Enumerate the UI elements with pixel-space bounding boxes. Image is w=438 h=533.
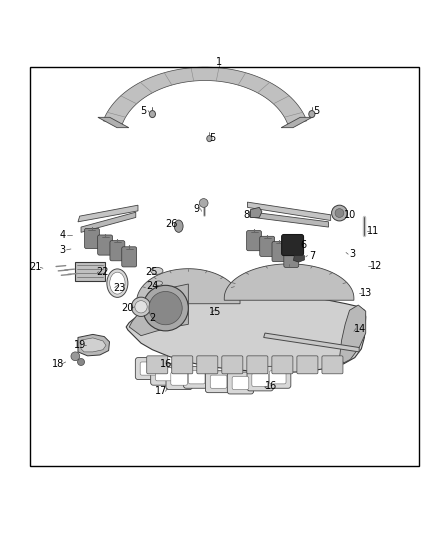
Circle shape xyxy=(143,285,188,331)
FancyBboxPatch shape xyxy=(205,371,232,393)
FancyBboxPatch shape xyxy=(135,358,162,379)
Text: 22: 22 xyxy=(97,266,109,277)
FancyBboxPatch shape xyxy=(140,362,157,375)
Text: 26: 26 xyxy=(166,219,178,229)
Text: 6: 6 xyxy=(300,240,306,251)
FancyBboxPatch shape xyxy=(222,356,243,374)
Circle shape xyxy=(199,199,208,207)
FancyBboxPatch shape xyxy=(197,356,218,374)
Text: 3: 3 xyxy=(59,245,65,255)
Text: 20: 20 xyxy=(121,303,133,313)
Text: 17: 17 xyxy=(155,386,167,397)
FancyBboxPatch shape xyxy=(210,375,227,388)
Ellipse shape xyxy=(151,268,163,274)
FancyBboxPatch shape xyxy=(98,235,113,255)
Polygon shape xyxy=(264,333,359,352)
FancyBboxPatch shape xyxy=(284,247,299,268)
FancyBboxPatch shape xyxy=(232,376,249,390)
Text: 5: 5 xyxy=(313,106,319,116)
Ellipse shape xyxy=(110,272,125,294)
Text: 2: 2 xyxy=(149,313,155,323)
Polygon shape xyxy=(129,284,188,336)
Polygon shape xyxy=(293,255,304,262)
FancyBboxPatch shape xyxy=(252,374,268,386)
Ellipse shape xyxy=(107,269,128,297)
FancyBboxPatch shape xyxy=(151,364,177,385)
Polygon shape xyxy=(250,212,328,227)
Ellipse shape xyxy=(149,110,155,118)
FancyBboxPatch shape xyxy=(272,241,287,262)
Circle shape xyxy=(131,297,151,317)
Text: 9: 9 xyxy=(193,204,199,214)
Text: 5: 5 xyxy=(141,106,147,116)
Polygon shape xyxy=(98,117,129,128)
Text: 4: 4 xyxy=(59,230,65,240)
Ellipse shape xyxy=(309,110,315,118)
FancyBboxPatch shape xyxy=(260,236,275,256)
Circle shape xyxy=(335,209,344,217)
FancyBboxPatch shape xyxy=(172,356,193,374)
Circle shape xyxy=(149,292,182,325)
Polygon shape xyxy=(247,202,331,221)
Circle shape xyxy=(78,359,85,366)
FancyBboxPatch shape xyxy=(110,241,125,261)
Polygon shape xyxy=(78,205,138,222)
Polygon shape xyxy=(81,212,136,232)
FancyBboxPatch shape xyxy=(85,229,99,248)
FancyBboxPatch shape xyxy=(322,356,343,374)
Polygon shape xyxy=(281,117,312,128)
Polygon shape xyxy=(78,334,110,356)
FancyBboxPatch shape xyxy=(155,368,172,381)
FancyBboxPatch shape xyxy=(247,369,273,391)
Circle shape xyxy=(332,205,347,221)
Text: 11: 11 xyxy=(367,225,379,236)
FancyBboxPatch shape xyxy=(166,368,192,390)
Polygon shape xyxy=(137,269,240,304)
FancyBboxPatch shape xyxy=(247,356,268,374)
Polygon shape xyxy=(251,207,262,217)
Polygon shape xyxy=(75,262,105,280)
Text: 14: 14 xyxy=(354,324,366,334)
Polygon shape xyxy=(339,305,366,363)
Text: 1: 1 xyxy=(216,56,222,67)
Text: 7: 7 xyxy=(309,251,315,261)
Polygon shape xyxy=(81,338,106,352)
Text: 23: 23 xyxy=(113,282,125,293)
Text: 8: 8 xyxy=(243,210,249,220)
Ellipse shape xyxy=(155,281,162,285)
FancyBboxPatch shape xyxy=(227,372,254,394)
Circle shape xyxy=(71,352,80,361)
Text: 15: 15 xyxy=(209,308,222,318)
Text: 21: 21 xyxy=(30,262,42,272)
FancyBboxPatch shape xyxy=(297,356,318,374)
FancyBboxPatch shape xyxy=(122,247,137,267)
Text: 5: 5 xyxy=(209,133,215,143)
Text: 24: 24 xyxy=(146,281,159,291)
FancyBboxPatch shape xyxy=(247,231,261,251)
Text: 3: 3 xyxy=(350,249,356,259)
Ellipse shape xyxy=(174,220,183,232)
FancyBboxPatch shape xyxy=(269,371,286,384)
Polygon shape xyxy=(224,264,354,300)
Text: 16: 16 xyxy=(160,359,173,369)
FancyBboxPatch shape xyxy=(265,366,291,388)
FancyBboxPatch shape xyxy=(272,356,293,374)
FancyBboxPatch shape xyxy=(147,356,168,374)
Ellipse shape xyxy=(207,135,212,142)
Circle shape xyxy=(135,301,147,313)
Text: 10: 10 xyxy=(344,210,357,220)
FancyBboxPatch shape xyxy=(188,371,205,384)
Text: 19: 19 xyxy=(74,341,86,350)
Text: 13: 13 xyxy=(360,288,372,298)
FancyBboxPatch shape xyxy=(171,372,187,385)
Bar xyxy=(30,67,419,466)
FancyBboxPatch shape xyxy=(282,235,304,255)
Polygon shape xyxy=(103,67,307,124)
Text: 16: 16 xyxy=(265,381,277,391)
Text: 25: 25 xyxy=(145,266,157,277)
FancyBboxPatch shape xyxy=(184,366,210,388)
Text: 18: 18 xyxy=(52,359,64,369)
Polygon shape xyxy=(126,285,366,373)
Text: 12: 12 xyxy=(370,261,382,271)
